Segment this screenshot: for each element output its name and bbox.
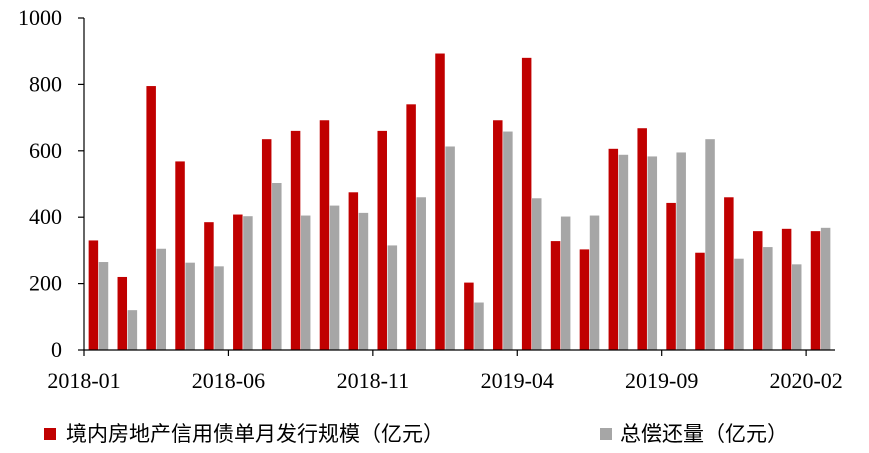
y-tick-label: 0 — [51, 337, 62, 362]
legend-swatch-repayment — [600, 428, 612, 440]
bar-repayment-2018-05 — [214, 266, 224, 350]
x-tick-label: 2020-02 — [769, 368, 842, 393]
bar-repayment-2019-05 — [560, 216, 571, 350]
bar-issuance-2019-02 — [464, 282, 474, 350]
x-tick-label: 2019-04 — [481, 368, 554, 393]
bar-issuance-2019-01 — [435, 53, 445, 351]
bar-repayment-2020-02 — [820, 227, 831, 350]
bar-repayment-2019-06 — [589, 215, 600, 350]
x-ticks-group: 2018-01 2018-06 2018-11 2019-04 2019-09 2020-… — [47, 350, 843, 393]
bar-issuance-2019-11 — [724, 197, 734, 350]
y-tick-label: 600 — [29, 138, 62, 163]
bar-issuance-2019-09 — [666, 202, 676, 350]
bar-issuance-2018-01 — [88, 240, 99, 350]
bar-issuance-2019-12 — [752, 231, 763, 350]
bar-repayment-2018-01 — [98, 262, 109, 350]
bar-issuance-2018-03 — [146, 86, 156, 350]
bar-repayment-2019-02 — [474, 302, 484, 350]
y-ticks-group: 0 200 400 600 800 1000 — [18, 5, 84, 362]
bar-issuance-2018-07 — [261, 139, 272, 350]
bar-repayment-2018-03 — [156, 248, 167, 350]
bar-repayment-2018-12 — [416, 197, 426, 350]
bar-issuance-2020-02 — [810, 231, 821, 350]
bar-issuance-2018-02 — [117, 276, 128, 350]
bar-repayment-2019-11 — [734, 258, 744, 350]
legend-label-issuance: 境内房地产信用债单月发行规模（亿元） — [66, 422, 444, 446]
bar-issuance-2018-12 — [406, 104, 416, 350]
bar-repayment-2018-11 — [387, 245, 398, 350]
bar-issuance-2018-11 — [377, 130, 387, 350]
bar-repayment-2019-01 — [445, 146, 455, 350]
legend: 境内房地产信用债单月发行规模（亿元） 总偿还量（亿元） — [44, 422, 788, 446]
bar-repayment-2018-04 — [185, 262, 195, 350]
x-tick-label: 2018-06 — [192, 368, 265, 393]
bar-issuance-2018-09 — [319, 120, 330, 350]
y-tick-label: 1000 — [18, 5, 62, 30]
bar-issuance-2019-08 — [637, 128, 647, 350]
bar-issuance-2018-04 — [175, 161, 185, 350]
bar-issuance-2020-01 — [781, 228, 792, 350]
bar-issuance-2019-04 — [521, 57, 532, 351]
y-tick-label: 200 — [29, 271, 62, 296]
legend-swatch-issuance — [44, 428, 56, 440]
legend-label-repayment: 总偿还量（亿元） — [620, 422, 788, 446]
bar-repayment-2019-08 — [647, 156, 658, 350]
bar-issuance-2018-05 — [204, 222, 214, 350]
x-tick-label: 2018-01 — [47, 368, 120, 393]
bar-repayment-2018-09 — [329, 205, 340, 350]
bar-repayment-2018-02 — [127, 310, 138, 350]
x-tick-label: 2019-09 — [625, 368, 698, 393]
bar-issuance-2019-06 — [579, 249, 590, 350]
bar-repayment-2018-07 — [272, 183, 282, 350]
bar-issuance-2018-10 — [348, 192, 359, 350]
bar-repayment-2019-04 — [532, 198, 542, 350]
bar-repayment-2020-01 — [791, 264, 802, 350]
bar-repayment-2019-12 — [763, 247, 773, 350]
bar-repayment-2019-10 — [705, 139, 715, 350]
bar-repayment-2019-09 — [676, 152, 686, 350]
bar-issuance-2018-08 — [290, 130, 301, 350]
bar-repayment-2019-03 — [503, 131, 513, 350]
bar-issuance-2019-03 — [493, 120, 503, 350]
bar-issuance-2019-10 — [695, 252, 705, 350]
y-tick-label: 400 — [29, 204, 62, 229]
bar-issuance-2019-05 — [550, 241, 561, 350]
bar-repayment-2019-07 — [618, 154, 629, 350]
axes-group — [83, 18, 835, 351]
bar-issuance-2018-06 — [233, 214, 243, 350]
bar-issuance-2019-07 — [608, 148, 619, 350]
bar-repayment-2018-08 — [300, 215, 311, 350]
bar-repayment-2018-10 — [358, 212, 369, 350]
x-tick-label: 2018-11 — [337, 368, 410, 393]
bars-group — [88, 53, 831, 351]
bar-repayment-2018-06 — [243, 216, 253, 350]
y-tick-label: 800 — [29, 71, 62, 96]
